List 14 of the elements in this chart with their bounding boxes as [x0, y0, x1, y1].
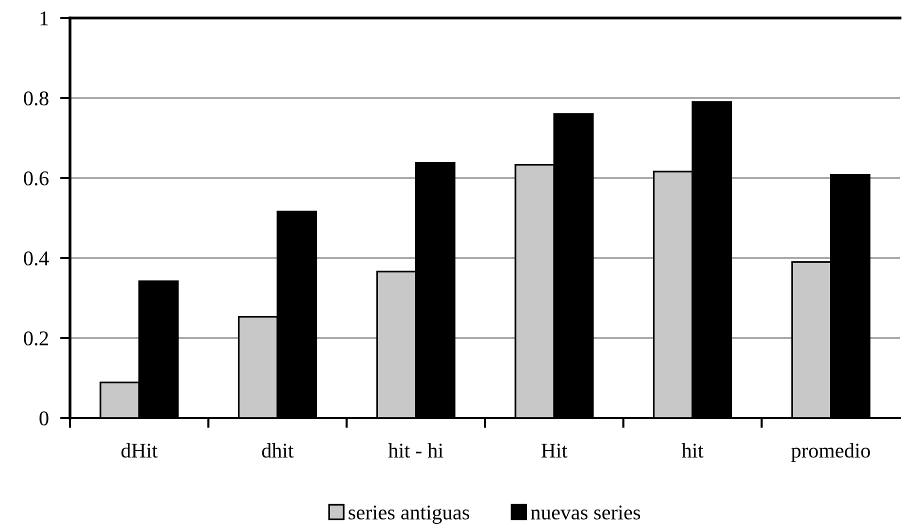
y-tick-label: 0.8 [24, 91, 48, 106]
y-tick-label: 0.2 [24, 331, 48, 346]
y-tick-label: 0.6 [24, 171, 49, 186]
x-tick-label: promedio [791, 443, 870, 462]
y-tick-label: 0.4 [24, 251, 49, 266]
legend-label: series antiguas [348, 506, 470, 524]
x-tick-label: dhit [262, 443, 294, 458]
x-tick-label: Hit [541, 444, 568, 458]
y-tick-label: 0 [40, 411, 48, 426]
x-tick-label: hit - hi [388, 443, 444, 458]
legend-label: nuevas series [530, 506, 640, 520]
y-tick-label: 1 [40, 11, 48, 26]
x-tick-label: hit [682, 443, 704, 458]
x-tick-label: dHit [121, 443, 158, 458]
